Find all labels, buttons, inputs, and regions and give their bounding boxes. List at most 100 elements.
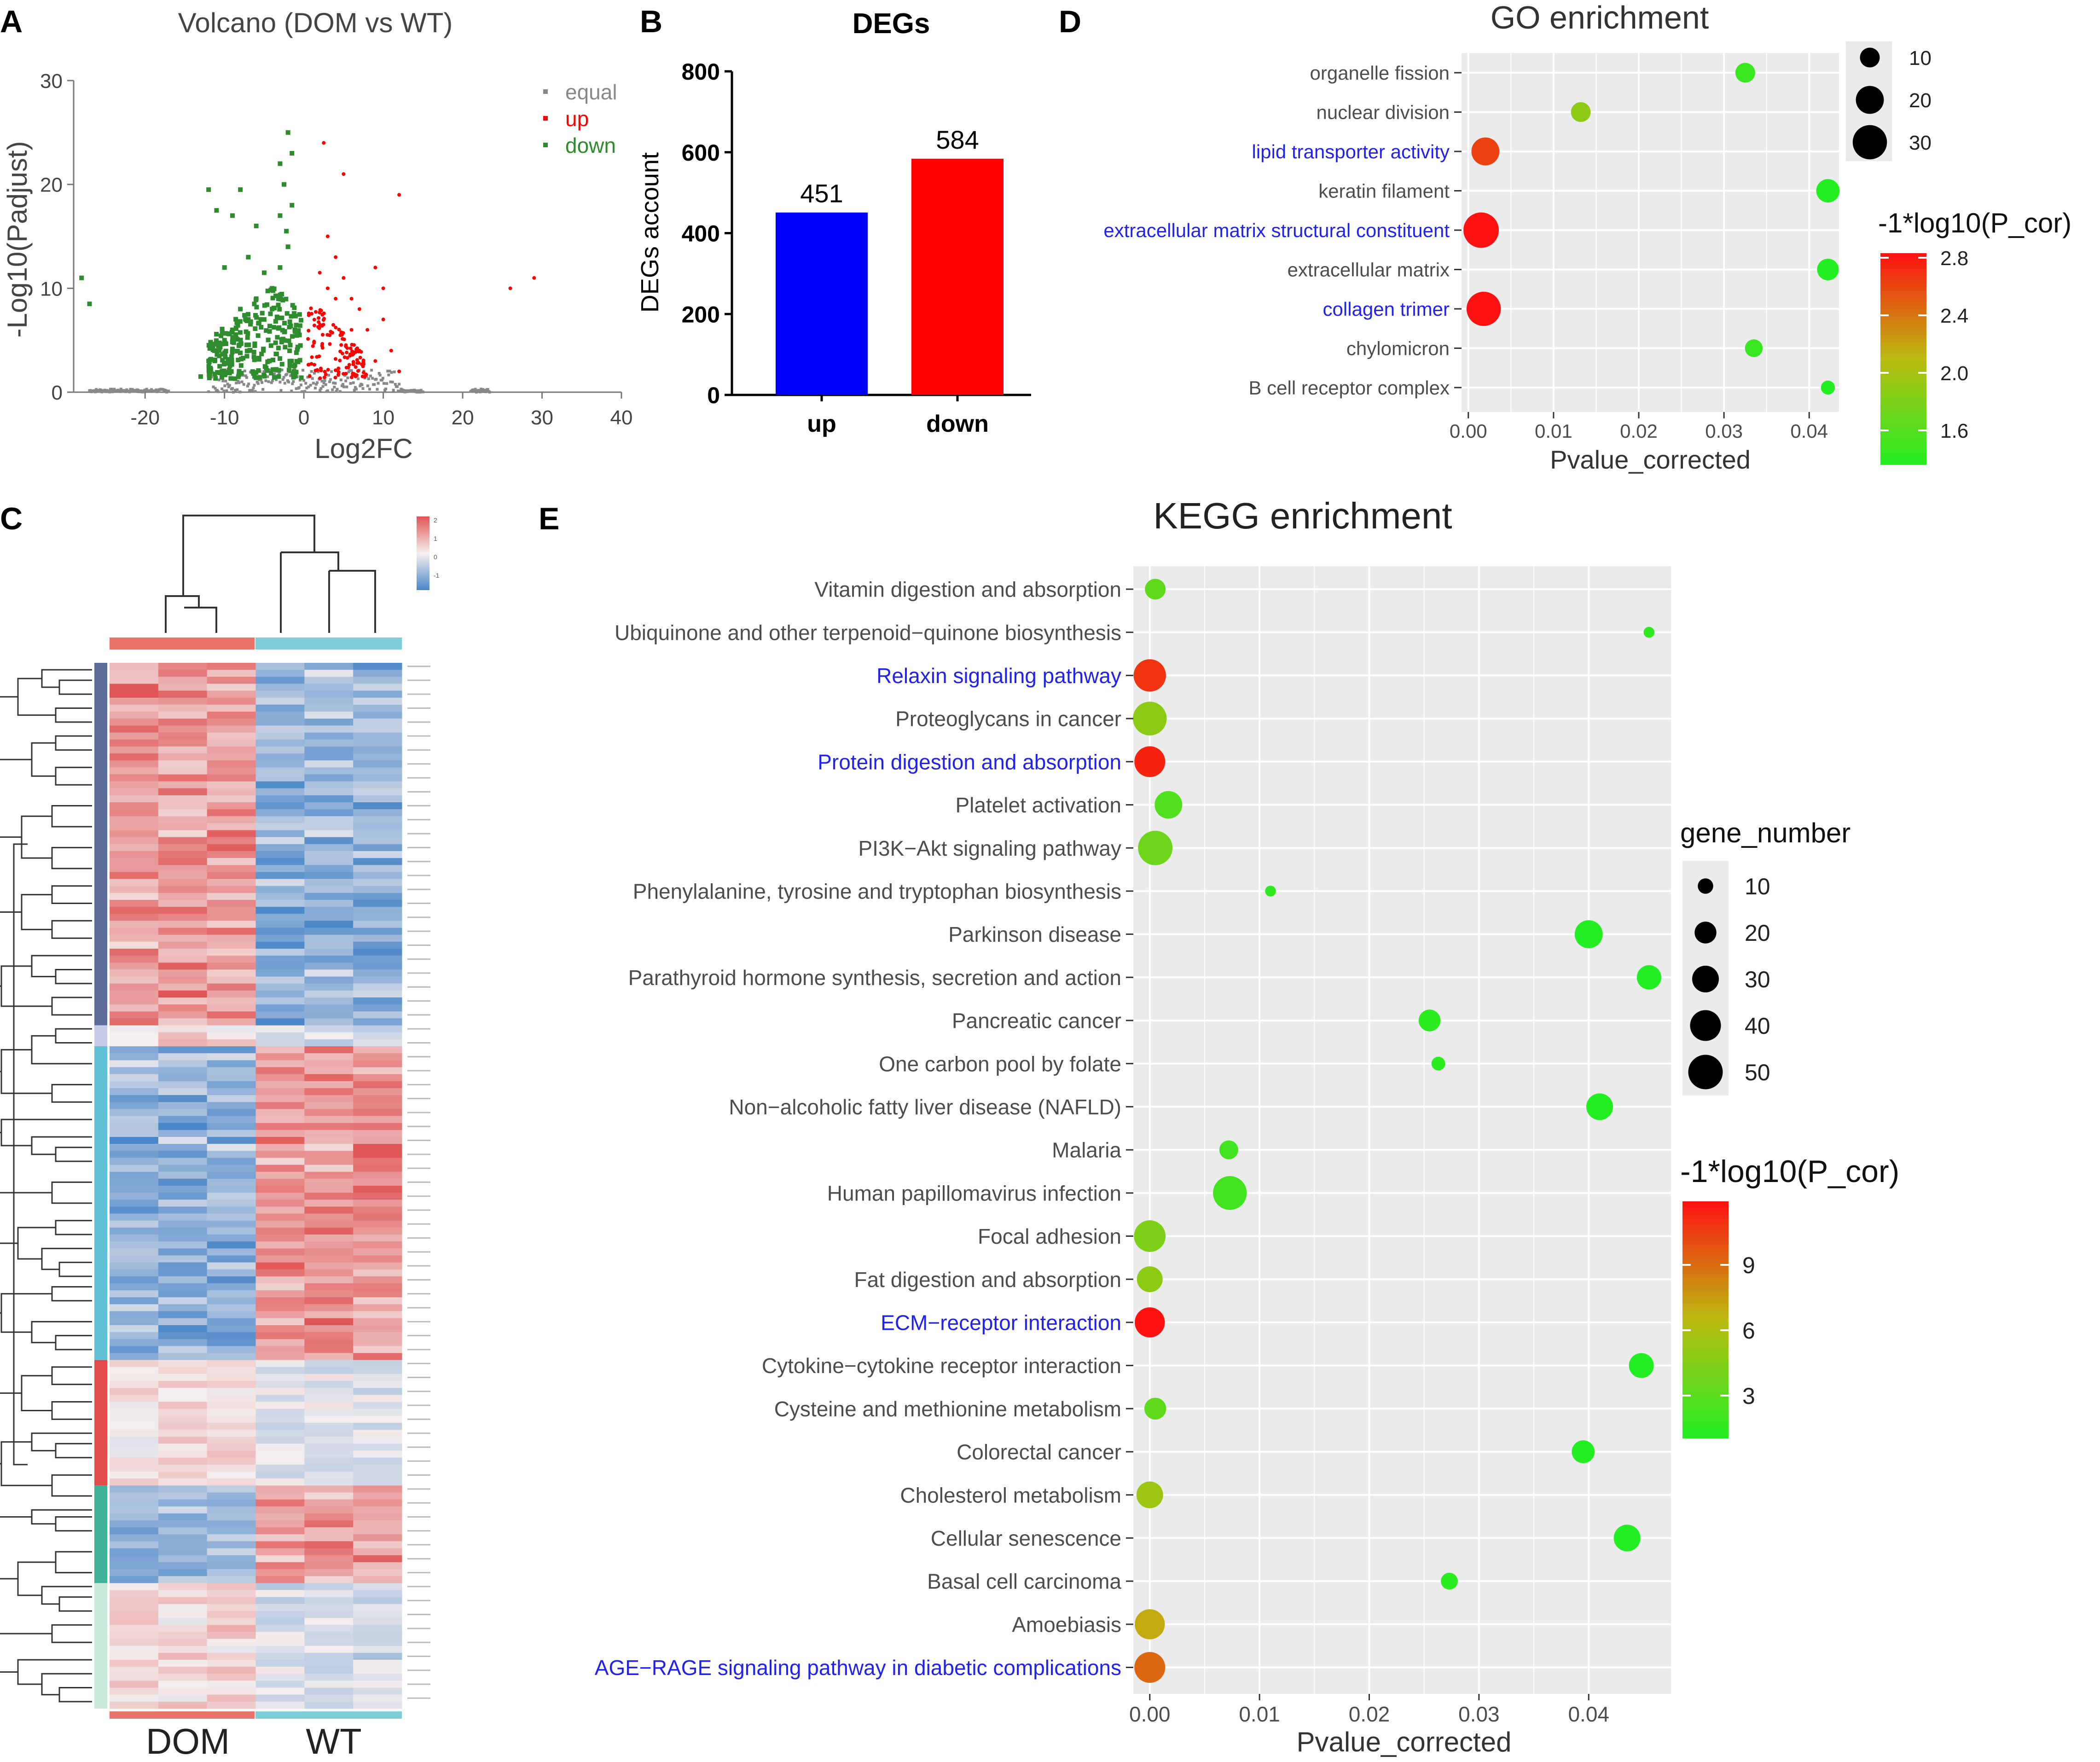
heatmap-cell [158,1269,208,1277]
heatmap-cell [207,1241,256,1249]
heatmap-cell [353,1652,402,1660]
heatmap-cell [158,1415,208,1423]
heatmap-cell [255,899,305,907]
volcano-point-up [312,324,316,328]
heatmap-cell [304,1408,354,1416]
go-point [1735,63,1755,83]
volcano-point-equal [167,389,170,393]
heatmap-cell [110,1562,159,1570]
heatmap-cell [304,1297,354,1304]
heatmap-cell [353,1353,402,1361]
volcano-point-equal [281,378,284,381]
kegg-panel-background [1133,566,1671,1694]
heatmap-cell [158,941,208,949]
volcano-xtick-label: -10 [210,406,239,429]
heatmap-cell [255,802,305,810]
degs-category-label: up [807,411,836,437]
kegg-term-label: PI3K−Akt signaling pathway [858,836,1121,860]
row-dendrogram-branch [0,1633,52,1673]
heatmap-cell [207,1701,256,1709]
volcano-point-equal [119,388,122,391]
volcano-point-up [307,311,311,315]
heatmap-cell [304,816,354,823]
heatmap-cell [158,1109,208,1117]
volcano-point-up [311,344,315,348]
volcano-point-equal [279,389,283,392]
heatmap-cell [353,1032,402,1040]
volcano-point-equal [290,389,293,393]
heatmap-cell [207,1255,256,1263]
volcano-legend-swatch [543,89,548,94]
volcano-ytick-label: 20 [40,174,63,197]
heatmap-cell [255,1422,305,1430]
volcano-point-equal [472,388,475,392]
volcano-point-equal [310,370,313,373]
heatmap-cell [110,956,159,963]
heatmap-cell [353,1304,402,1312]
heatmap-cell [158,788,208,796]
heatmap-cell [255,1360,305,1368]
volcano-point-up [357,361,361,365]
heatmap-cell [110,781,159,789]
heatmap-cell [255,865,305,872]
heatmap-cell [255,1269,305,1277]
volcano-legend-down: down [565,133,616,157]
heatmap-cell [158,1193,208,1200]
kegg-term-label: Pancreatic cancer [952,1009,1121,1033]
volcano-point-down [220,358,225,363]
degs-title: DEGs [853,8,930,40]
heatmap-cell [207,1088,256,1095]
heatmap-cell [158,914,208,921]
heatmap-cell [207,851,256,858]
volcano-point-down [233,325,238,330]
heatmap-cell [158,760,208,768]
heatmap-cell [255,1701,305,1709]
kegg-point [1431,1056,1445,1071]
row-dendrogram-branch [58,679,70,695]
volcano-point-up [344,344,348,348]
heatmap-cell [207,1290,256,1298]
kegg-point [1643,626,1655,638]
kegg-term-label: Amoebiasis [1012,1612,1121,1636]
volcano-point-down [238,307,243,312]
heatmap-cell [110,1206,159,1214]
volcano-point-down [220,330,225,335]
heatmap-cell [110,1116,159,1124]
heatmap-cell [255,1255,305,1263]
heatmap-key-tick: 2 [434,516,437,524]
heatmap-cell [255,1604,305,1611]
row-dendrogram-branch [55,1335,73,1350]
volcano-point-equal [341,383,344,386]
volcano-point-down [257,375,262,380]
heatmap-cell [158,1255,208,1263]
volcano-point-down [198,374,203,379]
heatmap-cell [110,1430,159,1437]
heatmap-cell [304,1687,354,1695]
heatmap-cell [304,1130,354,1137]
heatmap-cell [158,1659,208,1667]
heatmap-cell [255,725,305,733]
kegg-point [1133,659,1166,692]
heatmap-cell [353,1074,402,1082]
heatmap-cell [207,1659,256,1667]
heatmap-cell [110,1583,159,1591]
heatmap-cell [207,1388,256,1395]
heatmap-cell [255,746,305,754]
heatmap-cell [353,1200,402,1207]
heatmap-cell [304,927,354,935]
heatmap-cell [158,1039,208,1047]
volcano-point-down [290,334,295,339]
heatmap-cell [158,1367,208,1374]
volcano-point-up [355,346,360,350]
heatmap-cell [255,1011,305,1019]
volcano-point-down [278,213,283,218]
volcano-point-down [246,312,251,317]
degs-ytick-label: 400 [682,221,720,247]
volcano-point-down [223,331,228,336]
volcano-ytick-label: 0 [52,382,63,404]
heatmap-cell [158,962,208,970]
heatmap-cell [110,1492,159,1500]
volcano-point-equal [128,390,131,394]
heatmap-cell [304,1088,354,1095]
heatmap-cell [158,1422,208,1430]
